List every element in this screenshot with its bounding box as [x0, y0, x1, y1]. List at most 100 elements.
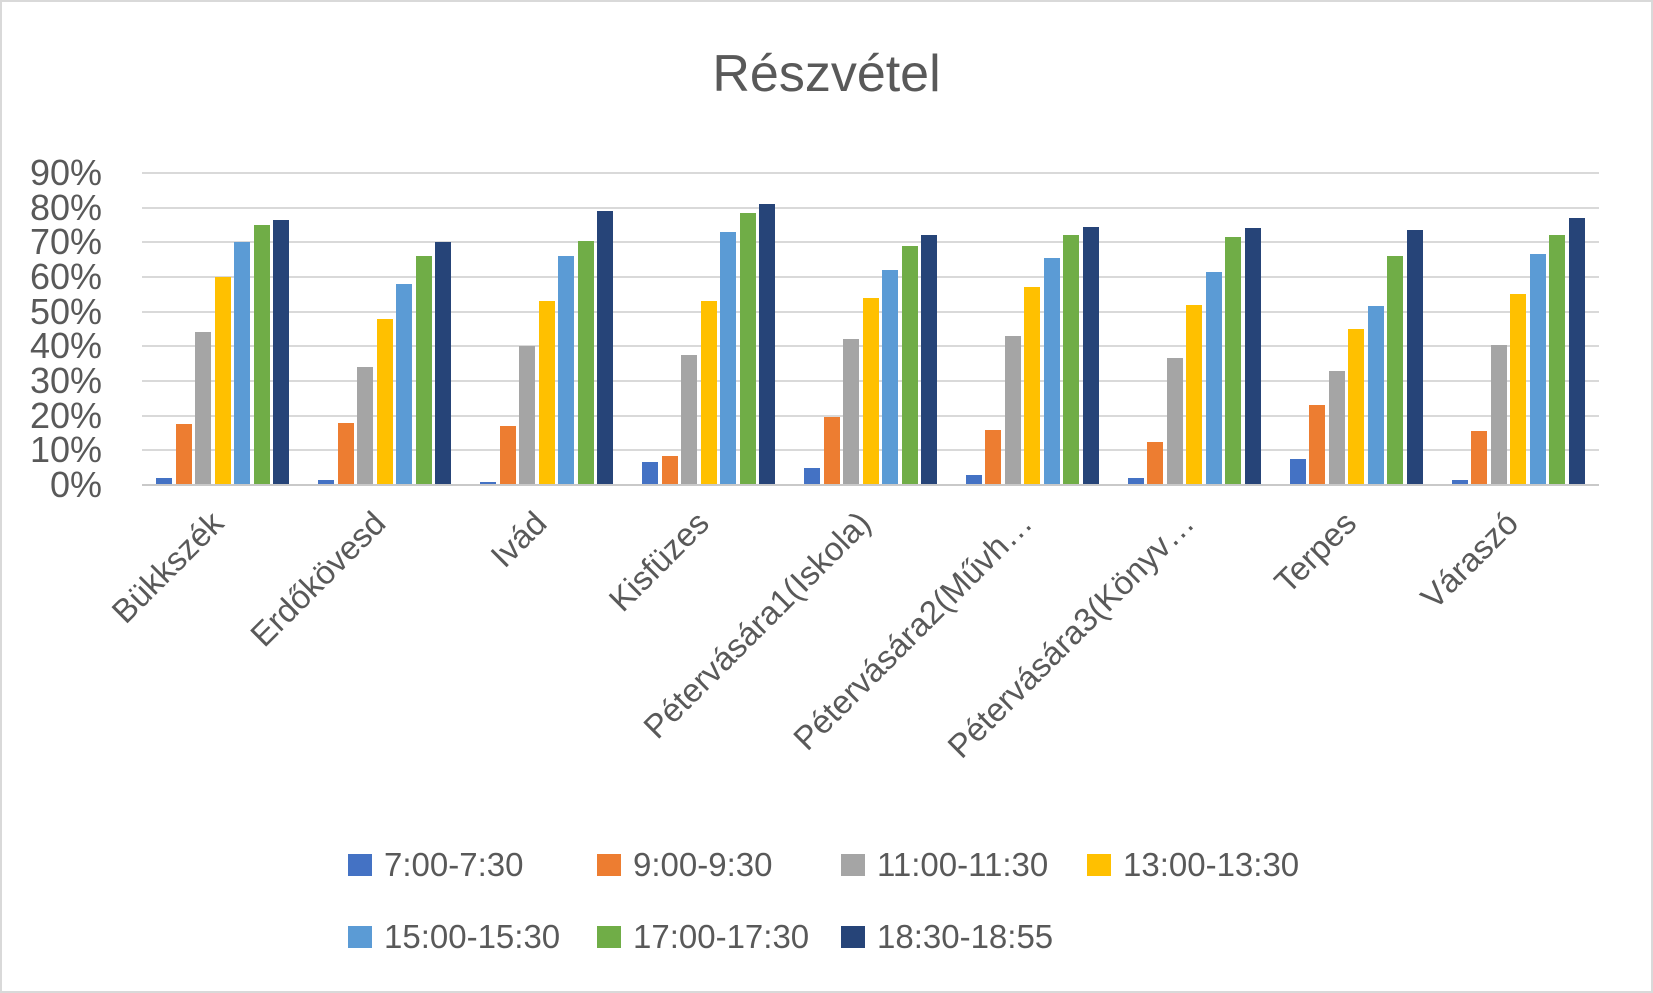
bar-9:00-9:30-Kisfüzes	[661, 455, 678, 485]
legend-swatch-icon	[841, 854, 865, 876]
gridline	[142, 206, 1599, 209]
legend-item: 13:00-13:30	[1087, 845, 1299, 885]
bar-18:30-18:55-Erdőkövesd	[435, 242, 452, 485]
legend-swatch-icon	[841, 926, 865, 948]
bar-7:00-7:30-Erdőkövesd	[318, 479, 335, 485]
bar-15:00-15:30-Erdőkövesd	[396, 283, 413, 485]
bar-15:00-15:30-Ivád	[558, 256, 575, 485]
x-axis-label: Kisfüzes	[601, 504, 716, 619]
bar-17:00-17:30-Pétervására2(Művh…	[1063, 235, 1080, 485]
legend-label: 17:00-17:30	[633, 918, 810, 955]
bar-7:00-7:30-Pétervására1(Iskola)	[804, 467, 820, 485]
legend-label: 13:00-13:30	[1123, 846, 1300, 883]
bar-18:30-18:55-Váraszó	[1568, 218, 1585, 485]
y-axis-label: 60%	[29, 256, 102, 297]
bar-7:00-7:30-Kisfüzes	[642, 462, 659, 485]
bar-13:00-13:30-Pétervására3(Könyv…	[1186, 304, 1203, 485]
gridline	[142, 241, 1599, 244]
bar-11:00-11:30-Terpes	[1328, 370, 1345, 485]
gridline	[142, 276, 1599, 278]
bar-15:00-15:30-Terpes	[1367, 306, 1384, 485]
bar-17:00-17:30-Ivád	[577, 240, 594, 485]
bar-17:00-17:30-Erdőkövesd	[415, 256, 432, 485]
bar-9:00-9:30-Pétervására3(Könyv…	[1147, 441, 1164, 485]
bar-11:00-11:30-Ivád	[519, 346, 536, 485]
bar-15:00-15:30-Kisfüzes	[720, 231, 737, 485]
bar-18:30-18:55-Pétervására1(Iskola)	[921, 235, 937, 485]
bar-13:00-13:30-Terpes	[1348, 329, 1365, 485]
bar-17:00-17:30-Pétervására3(Könyv…	[1225, 237, 1242, 485]
bar-18:30-18:55-Bükkszék	[273, 219, 290, 485]
bar-11:00-11:30-Váraszó	[1490, 344, 1507, 485]
bar-7:00-7:30-Váraszó	[1451, 479, 1468, 485]
bar-9:00-9:30-Pétervására2(Művh…	[985, 429, 1002, 485]
bar-18:30-18:55-Ivád	[597, 211, 614, 485]
bar-13:00-13:30-Bükkszék	[214, 277, 231, 485]
bar-9:00-9:30-Erdőkövesd	[337, 422, 354, 485]
bar-13:00-13:30-Pétervására2(Művh…	[1024, 287, 1041, 485]
legend-swatch-icon	[348, 926, 372, 948]
y-axis-label: 20%	[29, 394, 102, 436]
bar-9:00-9:30-Bükkszék	[175, 424, 192, 485]
bar-11:00-11:30-Erdőkövesd	[357, 367, 374, 485]
gridline	[142, 172, 1599, 174]
legend-label: 7:00-7:30	[384, 846, 524, 883]
bar-9:00-9:30-Váraszó	[1471, 431, 1488, 485]
bar-18:30-18:55-Pétervására3(Könyv…	[1244, 228, 1261, 485]
y-axis-label: 0%	[49, 464, 102, 505]
bar-17:00-17:30-Kisfüzes	[739, 212, 756, 485]
bar-7:00-7:30-Pétervására3(Könyv…	[1127, 478, 1144, 485]
bar-15:00-15:30-Pétervására2(Művh…	[1043, 257, 1060, 485]
bar-11:00-11:30-Pétervására3(Könyv…	[1166, 358, 1183, 485]
bar-15:00-15:30-Pétervására3(Könyv…	[1205, 271, 1222, 485]
legend-swatch-icon	[597, 854, 621, 876]
bar-13:00-13:30-Kisfüzes	[700, 301, 717, 485]
bar-9:00-9:30-Pétervására1(Iskola)	[823, 417, 840, 485]
x-axis-label: Bükkszék	[104, 504, 231, 631]
bar-9:00-9:30-Ivád	[499, 426, 516, 485]
legend-item: 11:00-11:30	[841, 845, 1048, 885]
y-axis-label: 50%	[29, 290, 102, 332]
bar-7:00-7:30-Bükkszék	[156, 478, 173, 485]
legend-item: 15:00-15:30	[348, 917, 560, 957]
bar-13:00-13:30-Váraszó	[1510, 294, 1527, 485]
bar-11:00-11:30-Kisfüzes	[681, 355, 698, 485]
legend-item: 17:00-17:30	[597, 917, 809, 957]
bar-18:30-18:55-Terpes	[1406, 230, 1423, 485]
bar-17:00-17:30-Váraszó	[1549, 235, 1566, 485]
bar-11:00-11:30-Bükkszék	[195, 332, 212, 485]
bar-11:00-11:30-Pétervására2(Művh…	[1004, 335, 1021, 485]
y-axis-label: 70%	[29, 221, 102, 263]
bar-13:00-13:30-Erdőkövesd	[376, 318, 393, 485]
legend-item: 7:00-7:30	[348, 845, 523, 885]
bar-17:00-17:30-Pétervására1(Iskola)	[901, 245, 918, 485]
y-axis-label: 30%	[29, 360, 102, 401]
legend-swatch-icon	[1087, 854, 1111, 876]
bar-11:00-11:30-Pétervására1(Iskola)	[843, 339, 859, 485]
legend-label: 9:00-9:30	[633, 846, 773, 883]
bar-18:30-18:55-Kisfüzes	[759, 204, 776, 485]
legend-swatch-icon	[597, 926, 621, 948]
bar-9:00-9:30-Terpes	[1309, 405, 1326, 485]
chart-title: Részvétel	[712, 45, 941, 103]
bar-15:00-15:30-Váraszó	[1529, 254, 1546, 485]
legend-swatch-icon	[348, 854, 372, 876]
bar-18:30-18:55-Pétervására2(Művh…	[1082, 226, 1099, 485]
bar-17:00-17:30-Bükkszék	[253, 225, 270, 485]
x-axis-label: Ivád	[483, 504, 554, 575]
bar-15:00-15:30-Bükkszék	[234, 242, 251, 485]
x-axis-label: Váraszó	[1413, 504, 1526, 616]
bar-7:00-7:30-Terpes	[1289, 459, 1306, 485]
legend-item: 18:30-18:55	[841, 917, 1053, 957]
bar-13:00-13:30-Pétervására1(Iskola)	[862, 297, 879, 485]
y-axis-label: 80%	[29, 186, 102, 228]
bar-17:00-17:30-Terpes	[1387, 256, 1404, 485]
y-axis-label: 90%	[29, 152, 102, 193]
x-axis-line	[142, 484, 1599, 486]
legend-item: 9:00-9:30	[597, 845, 772, 885]
bar-7:00-7:30-Ivád	[480, 481, 497, 485]
bar-7:00-7:30-Pétervására2(Művh…	[965, 474, 982, 485]
legend-label: 18:30-18:55	[877, 918, 1054, 955]
legend-label: 11:00-11:30	[877, 846, 1049, 883]
